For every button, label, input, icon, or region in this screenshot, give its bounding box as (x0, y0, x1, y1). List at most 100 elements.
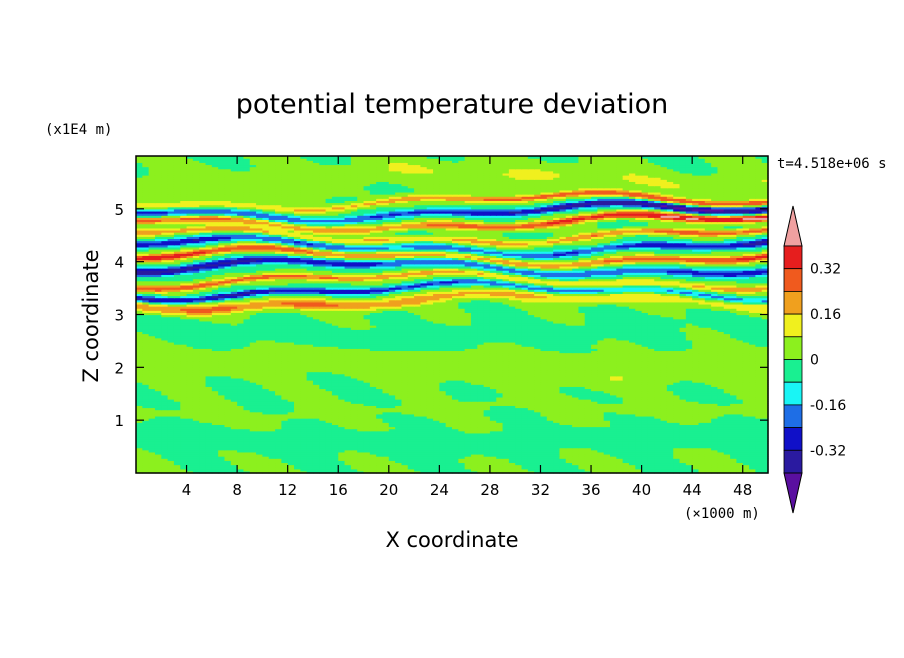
heatmap-cell (331, 437, 339, 440)
heatmap-cell (591, 437, 598, 440)
heatmap-cell (205, 415, 213, 419)
heatmap-cell (350, 415, 358, 419)
heatmap-cell (275, 449, 282, 453)
heatmap-cell (641, 443, 649, 447)
heatmap-cell (654, 420, 662, 423)
heatmap-cell (458, 415, 466, 419)
heatmap-cell (692, 424, 700, 428)
heatmap-cell (186, 424, 194, 428)
heatmap-cell (736, 443, 744, 447)
heatmap-cell (357, 449, 365, 453)
heatmap-cell (205, 411, 213, 415)
heatmap-cell (186, 432, 194, 436)
heatmap-cell (363, 468, 371, 472)
heatmap-cell (331, 449, 339, 453)
heatmap-cell (704, 447, 712, 451)
heatmap-cell (477, 468, 485, 472)
heatmap-cell (331, 424, 339, 428)
heatmap-cell (704, 432, 712, 436)
heatmap-cell (148, 413, 156, 417)
heatmap-cell (711, 418, 719, 421)
heatmap-cell (445, 439, 453, 442)
heatmap-cell (211, 445, 219, 449)
heatmap-cell (262, 449, 270, 453)
heatmap-cell (521, 434, 529, 438)
heatmap-cell (673, 464, 681, 468)
heatmap-cell (161, 447, 169, 451)
heatmap-cell (433, 460, 440, 464)
heatmap-cell (407, 462, 415, 466)
heatmap-cell (426, 413, 434, 417)
heatmap-cell (136, 420, 143, 423)
heatmap-cell (192, 447, 200, 451)
heatmap-cell (439, 426, 447, 430)
heatmap-cell (647, 420, 655, 423)
heatmap-cell (281, 424, 289, 428)
heatmap-cell (268, 441, 276, 445)
heatmap-cell (161, 462, 169, 466)
heatmap-cell (180, 411, 188, 415)
heatmap-cell (761, 462, 769, 466)
heatmap-cell (654, 468, 662, 472)
heatmap-cell (186, 451, 194, 455)
heatmap-cell (502, 445, 510, 449)
heatmap-cell (565, 460, 573, 464)
heatmap-cell (755, 462, 763, 466)
heatmap-cell (553, 430, 561, 434)
heatmap-cell (673, 445, 681, 449)
heatmap-cell (268, 432, 276, 436)
heatmap-cell (414, 437, 421, 440)
heatmap-cell (199, 422, 207, 425)
heatmap-cell (660, 466, 668, 470)
heatmap-cell (761, 447, 769, 451)
heatmap-cell (401, 462, 409, 466)
heatmap-cell (344, 413, 352, 417)
heatmap-cell (489, 418, 497, 421)
heatmap-cell (755, 443, 763, 447)
heatmap-cell (597, 426, 605, 430)
heatmap-cell (508, 432, 516, 436)
heatmap-cell (489, 426, 497, 430)
heatmap-cell (723, 415, 731, 419)
heatmap-cell (483, 453, 491, 457)
heatmap-cell (654, 437, 662, 440)
heatmap-cell (483, 428, 491, 432)
heatmap-cell (641, 458, 649, 461)
heatmap-cell (679, 420, 687, 423)
heatmap-cell (325, 445, 333, 449)
heatmap-cell (603, 462, 611, 466)
heatmap-cell (749, 422, 756, 425)
heatmap-cell (546, 430, 554, 434)
heatmap-cell (540, 453, 548, 457)
heatmap-cell (268, 434, 276, 438)
heatmap-cell (736, 437, 744, 440)
heatmap-cell (338, 418, 346, 421)
heatmap-cell (540, 420, 548, 423)
heatmap-cell (173, 462, 181, 466)
heatmap-cell (647, 453, 655, 457)
heatmap-cell (654, 426, 662, 430)
heatmap-cell (249, 418, 257, 421)
heatmap-cell (331, 430, 339, 434)
heatmap-cell (180, 449, 188, 453)
heatmap-cell (546, 449, 554, 453)
heatmap-cell (192, 413, 200, 417)
heatmap-cell (521, 422, 529, 425)
heatmap-cell (218, 445, 226, 449)
heatmap-cell (142, 441, 150, 445)
heatmap-cell (382, 470, 390, 474)
heatmap-cell (452, 468, 459, 472)
heatmap-cell (407, 441, 415, 445)
heatmap-cell (540, 418, 548, 421)
heatmap-cell (502, 432, 510, 436)
heatmap-cell (148, 426, 156, 430)
heatmap-cell (666, 424, 674, 428)
heatmap-cell (635, 445, 643, 449)
heatmap-cell (262, 439, 270, 442)
heatmap-cell (287, 445, 295, 449)
heatmap-cell (730, 460, 737, 464)
heatmap-cell (433, 437, 440, 440)
heatmap-cell (553, 434, 561, 438)
heatmap-cell (249, 411, 257, 415)
